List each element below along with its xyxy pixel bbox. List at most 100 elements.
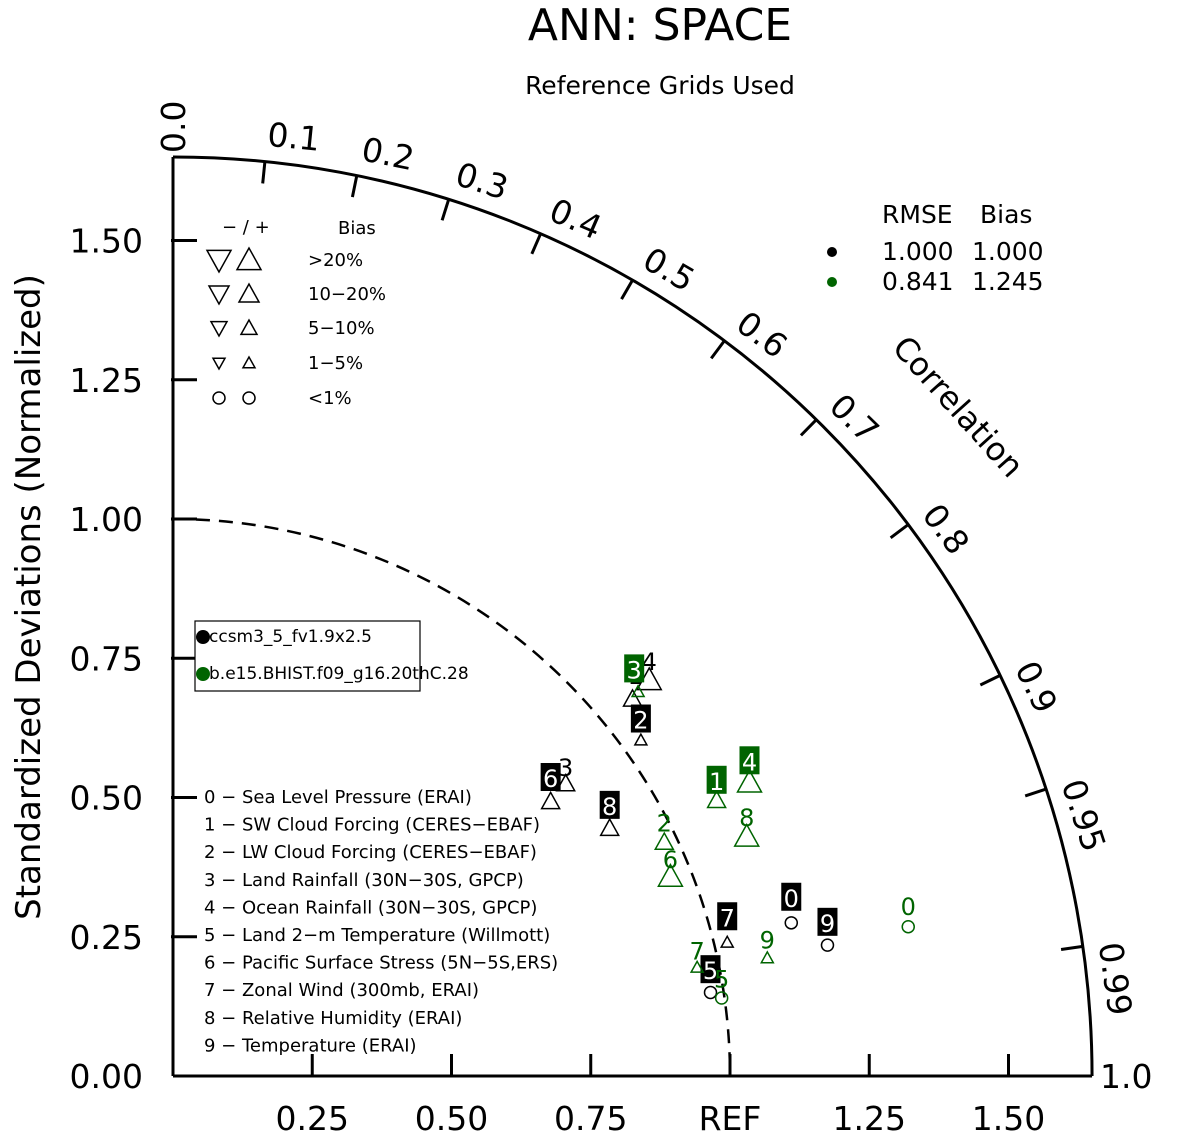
bias-marker — [784, 916, 799, 930]
model-legend-label: b.e15.BHIST.f09_g16.20thC.28 — [209, 664, 469, 684]
point-label: 9 — [820, 910, 835, 938]
y-axis-label: Standardized Deviations (Normalized) — [9, 274, 49, 920]
rmse-bias-header: Bias — [980, 200, 1032, 229]
point-label-box — [624, 654, 645, 683]
data-point: 7 — [689, 938, 705, 973]
point-label: 7 — [689, 938, 704, 966]
point-label: 4 — [742, 748, 757, 776]
model-legend-label: ccsm3_5_fv1.9x2.5 — [209, 627, 372, 647]
point-label-box — [717, 902, 738, 931]
variable-legend-item: 6 − Pacific Surface Stress (5N−5S,ERS) — [204, 953, 558, 974]
corr-tick-mark — [710, 339, 726, 360]
corr-tick-mark — [440, 198, 451, 221]
point-label: 8 — [602, 793, 617, 821]
data-points: 01234567890123456789 — [540, 648, 916, 1005]
point-label: 6 — [663, 846, 678, 874]
point-label-box — [599, 790, 620, 819]
corr-tick-label: 0.3 — [451, 154, 513, 207]
bias-up-icon — [237, 282, 261, 303]
point-label: 0 — [784, 885, 799, 913]
point-label: 1 — [709, 768, 724, 796]
bias-value: 1.000 — [972, 237, 1044, 266]
data-point: 6 — [540, 763, 561, 810]
bias-marker — [901, 919, 915, 934]
y-tick-label: 1.25 — [70, 361, 143, 400]
bias-down-icon — [212, 391, 226, 405]
point-label: 4 — [642, 648, 657, 676]
data-point: 9 — [760, 927, 775, 964]
variable-legend-item: 3 − Land Rainfall (30N−30S, GPCP) — [204, 870, 524, 891]
bias-legend-title: Bias — [338, 218, 376, 239]
corr-tick-label: 0.5 — [637, 239, 702, 299]
data-point: 1 — [706, 765, 727, 809]
variable-legend-item: 5 − Land 2−m Temperature (Willmott) — [204, 925, 550, 946]
chart-subtitle: Reference Grids Used — [525, 71, 795, 100]
point-label: 2 — [657, 810, 672, 838]
rmse-value: 1.000 — [882, 237, 954, 266]
corr-tick-mark — [979, 674, 1001, 687]
corr-tick-label: 0.2 — [358, 129, 417, 178]
bias-marker — [719, 934, 735, 948]
bias-legend-label: <1% — [308, 388, 352, 409]
corr-tick-label: 0.99 — [1091, 940, 1140, 1018]
chart-title: ANN: SPACE — [528, 0, 792, 51]
bias-marker — [555, 773, 576, 792]
variable-legend-item: 1 − SW Cloud Forcing (CERES−EBAF) — [204, 815, 540, 836]
bias-marker — [630, 684, 646, 698]
corr-tick-mark — [261, 161, 267, 184]
point-label-box — [817, 907, 838, 936]
y-tick-label: 0.75 — [70, 639, 143, 678]
bias-legend-header: − / + — [222, 217, 270, 238]
bias-down-icon — [205, 249, 233, 274]
reference-arc — [172, 517, 732, 1077]
point-label: 2 — [633, 707, 648, 735]
point-label: 5 — [714, 966, 729, 994]
data-point: 7 — [717, 902, 738, 948]
bias-up-icon — [242, 391, 256, 405]
corr-tick-mark — [1060, 944, 1084, 951]
x-tick-label: 1.25 — [833, 1099, 906, 1135]
point-label: 9 — [760, 927, 775, 955]
bias-marker — [689, 959, 705, 973]
corr-tick-mark — [889, 523, 910, 539]
corr-tick-mark — [350, 175, 359, 198]
bias-marker — [622, 688, 643, 707]
point-label: 5 — [703, 957, 718, 985]
data-point: 8 — [599, 790, 620, 837]
corr-tick-label: 0.0 — [154, 100, 193, 152]
bias-up-icon — [241, 355, 257, 369]
bias-legend-label: 10−20% — [308, 284, 386, 305]
bias-marker — [760, 950, 775, 964]
bias-value: 1.245 — [972, 267, 1044, 296]
rmse-legend-dot — [827, 277, 837, 287]
point-label-box — [700, 955, 721, 984]
x-tick-label: 0.75 — [554, 1099, 627, 1135]
point-label: 3 — [627, 656, 642, 684]
bias-legend-label: >20% — [308, 250, 363, 271]
point-label-box — [739, 746, 760, 775]
bias-marker — [820, 938, 835, 952]
x-tick-label: 0.50 — [415, 1099, 488, 1135]
bias-down-icon — [207, 285, 231, 306]
model-legend-dot — [196, 630, 210, 644]
corr-tick-mark — [799, 418, 818, 437]
variable-legend-item: 0 − Sea Level Pressure (ERAI) — [204, 787, 472, 808]
variable-legend-item: 2 − LW Cloud Forcing (CERES−EBAF) — [204, 842, 537, 863]
corr-tick-label: 1.0 — [1100, 1057, 1152, 1096]
legends: − / + Bias >20% 10−20% 5−10% 1−5% <1% RMSE Bias 1… — [194, 200, 1044, 1056]
corr-tick-label: 0.7 — [822, 386, 887, 451]
x-tick-label: 1.50 — [972, 1099, 1045, 1135]
y-tick-label: 0.00 — [70, 1057, 143, 1096]
data-point: 5 — [700, 955, 721, 1000]
point-label: 6 — [543, 765, 558, 793]
point-label-box — [706, 765, 727, 794]
corr-tick-mark — [530, 233, 542, 255]
outer-arc — [172, 155, 1094, 1077]
bias-marker — [633, 732, 649, 746]
data-point: 2 — [653, 810, 675, 851]
point-label: 7 — [720, 904, 735, 932]
point-label: 0 — [901, 893, 916, 921]
corr-tick-mark — [620, 279, 634, 300]
point-label: 8 — [739, 804, 754, 832]
